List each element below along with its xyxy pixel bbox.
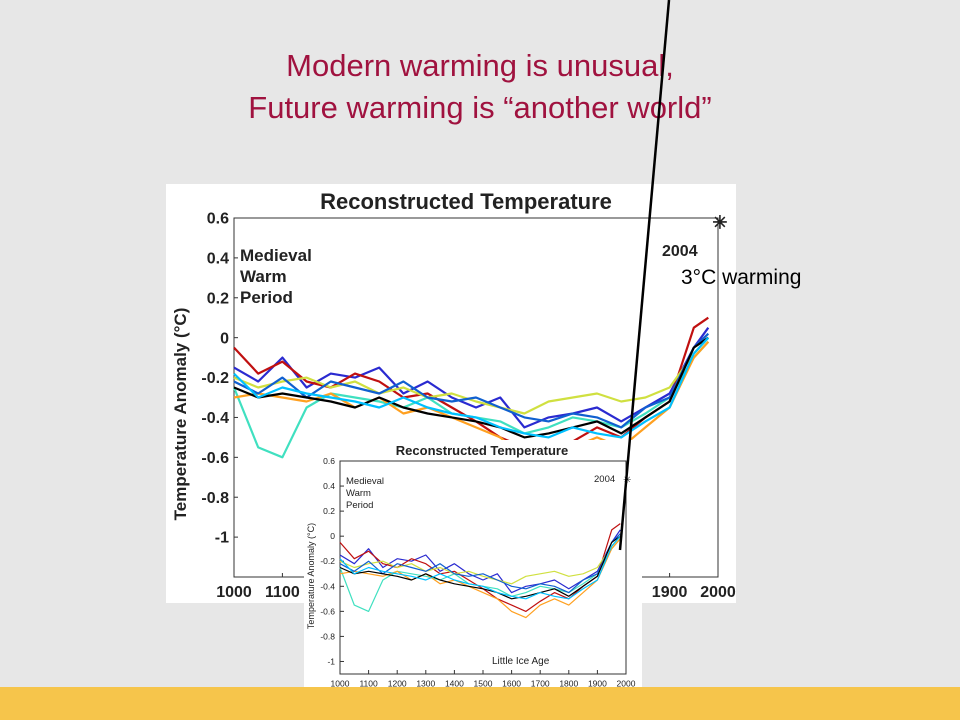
small-xtick-label: 1000 — [331, 679, 350, 689]
small-xtick-label: 1200 — [388, 679, 407, 689]
large-ytick-label: -0.8 — [201, 490, 229, 507]
small-xtick-label: 1900 — [588, 679, 607, 689]
large-annotation-warm: Warm — [240, 267, 287, 286]
large-ytick-label: 0 — [220, 330, 229, 347]
small-xtick-label: 1500 — [474, 679, 493, 689]
small-ytick-label: -0.4 — [320, 581, 335, 591]
small-chart-title: Reconstructed Temperature — [396, 443, 568, 458]
small-series-line-8 — [339, 535, 621, 600]
large-chart: Reconstructed Temperature Temperature An… — [171, 189, 736, 601]
small-annotation-period: Period — [346, 500, 373, 511]
small-xtick-label: 1700 — [531, 679, 550, 689]
small-xtick-label: 1800 — [559, 679, 578, 689]
small-series-line-6 — [339, 533, 621, 594]
large-chart-ylabel: Temperature Anomaly (°C) — [171, 308, 190, 521]
large-series-line-6 — [233, 332, 710, 429]
small-chart: Reconstructed Temperature Temperature An… — [306, 443, 636, 689]
small-annotation-little-ice-age: Little Ice Age — [492, 656, 550, 667]
small-ytick-label: 0.4 — [323, 481, 335, 491]
warming-trend-line — [618, 0, 671, 551]
large-ytick-label: -0.6 — [201, 450, 229, 467]
small-chart-series — [339, 523, 621, 619]
large-ytick-label: 0.6 — [207, 211, 229, 228]
large-chart-title: Reconstructed Temperature — [320, 189, 612, 214]
large-ytick-label: -0.4 — [201, 410, 229, 427]
small-series-line-4 — [339, 535, 621, 585]
small-ytick-label: -0.6 — [320, 606, 335, 616]
large-xtick-label: 1900 — [652, 584, 688, 601]
large-xtick-label: 2000 — [700, 584, 736, 601]
small-ytick-label: 0.6 — [323, 456, 335, 466]
small-ytick-label: 0 — [330, 531, 335, 541]
large-annotation-medieval: Medieval — [240, 246, 312, 265]
large-series-line-4 — [233, 336, 710, 415]
large-series-line-7 — [233, 336, 709, 439]
footer-bar — [0, 687, 960, 720]
small-ytick-label: 0.2 — [323, 506, 335, 516]
small-xtick-label: 1100 — [359, 679, 378, 689]
small-xtick-label: 1300 — [416, 679, 435, 689]
large-chart-series — [232, 316, 710, 469]
small-ytick-label: -0.2 — [320, 556, 335, 566]
warming-annotation: 3°C warming — [681, 266, 802, 289]
small-xtick-label: 1400 — [445, 679, 464, 689]
small-chart-panel: Reconstructed Temperature Temperature An… — [304, 440, 642, 689]
large-xtick-label: 1100 — [265, 584, 300, 601]
small-ytick-label: -1 — [327, 656, 335, 666]
large-xtick-label: 1000 — [216, 584, 252, 601]
small-chart-axes: 0.6 0.4 0.2 0 -0.2 -0.4 -0.6 -0.8 -1 1000 1100 1200… — [320, 456, 636, 689]
small-ytick-label: -0.8 — [320, 631, 335, 641]
large-ytick-label: -1 — [215, 530, 229, 547]
slide-title-line-1: Modern warming is unusual, — [286, 48, 674, 83]
small-xtick-label: 1600 — [502, 679, 521, 689]
small-annotation-medieval: Medieval — [346, 476, 384, 487]
small-annotation-warm: Warm — [346, 488, 371, 499]
large-annotation-period: Period — [240, 288, 293, 307]
large-annotation-2004: 2004 — [662, 243, 698, 260]
large-series-line-8 — [233, 336, 710, 439]
large-ytick-label: -0.2 — [201, 370, 229, 387]
small-chart-ylabel: Temperature Anomaly (°C) — [306, 523, 316, 629]
large-ytick-label: 0.2 — [207, 290, 229, 307]
large-marker-2004-star: ✳ — [712, 212, 727, 232]
small-annotation-2004: 2004 — [594, 474, 615, 485]
slide-title-line-2: Future warming is “another world” — [248, 90, 712, 125]
large-ytick-label: 0.4 — [207, 250, 229, 267]
small-xtick-label: 2000 — [617, 679, 636, 689]
small-series-line-7 — [339, 535, 621, 600]
